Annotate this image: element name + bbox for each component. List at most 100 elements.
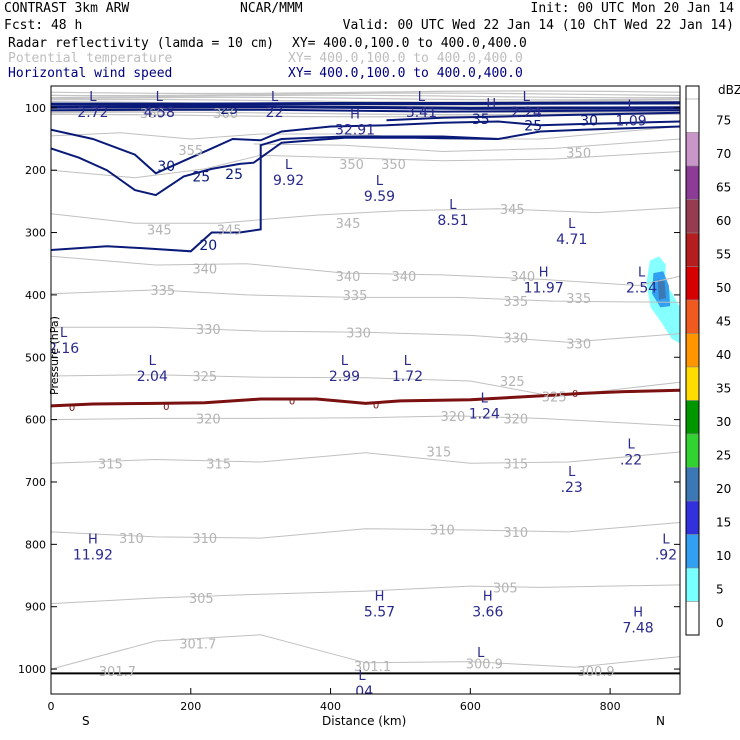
extremum-marker: L — [568, 217, 576, 232]
endpoint-south: S — [82, 714, 90, 728]
zero-contour-label: 0 — [69, 403, 75, 414]
y-tick-label: 800 — [25, 538, 46, 551]
theta-isentrope — [51, 98, 680, 103]
y-axis-label: Pressure (hPa) — [48, 316, 61, 395]
colorbar-swatch — [685, 400, 700, 435]
zero-contour-label: 0 — [289, 396, 295, 407]
fill-layer — [646, 256, 680, 344]
extremum-marker: L — [418, 90, 426, 105]
theta-label: 305 — [189, 592, 214, 607]
wind-label: 30 — [157, 159, 175, 175]
theta-label: 350 — [566, 147, 591, 162]
theta-label: 340 — [510, 270, 535, 285]
extremum-value: .92 — [655, 547, 677, 563]
wind-label: 25 — [524, 118, 542, 134]
colorbar-label: 0 — [716, 616, 724, 630]
theta-label: 301.1 — [354, 660, 391, 675]
theta-label: 335 — [150, 284, 175, 299]
extremum-marker: L — [638, 265, 646, 280]
theta-label: 320 — [196, 412, 221, 427]
extremum-value: 1.24 — [469, 406, 500, 422]
colorbar-swatch — [685, 165, 700, 200]
field-xy-reflectivity: XY= 400.0,100.0 to 400.0,400.0 — [292, 36, 527, 51]
wind-contour — [386, 111, 680, 122]
theta-label: 325 — [192, 370, 217, 385]
model-title: CONTRAST 3km ARW — [4, 1, 130, 16]
field-name-theta: Potential temperature — [8, 51, 173, 66]
field-xy-wind: XY= 400.0,100.0 to 400.0,400.0 — [288, 66, 523, 81]
colorbar-label: 10 — [716, 549, 731, 563]
y-tick-label: 100 — [25, 102, 46, 115]
zero-contour-label: 0 — [163, 402, 169, 413]
extremum-marker: H — [375, 590, 385, 605]
theta-label: 310 — [503, 526, 528, 541]
y-tick-label: 700 — [25, 476, 46, 489]
axes: Pressure (hPa) Distance (km) S N 0 200 400… — [18, 85, 681, 728]
theta-label: 315 — [426, 445, 451, 460]
colorbar-swatch — [685, 199, 700, 234]
plot-frame — [50, 85, 681, 695]
theta-label: 345 — [147, 223, 172, 238]
extremum-marker: L — [271, 90, 279, 105]
extremum-marker: L — [481, 391, 489, 406]
wind-label: 20 — [199, 238, 217, 254]
colorbar-label: 40 — [716, 348, 731, 362]
colorbar-swatch — [685, 467, 700, 502]
colorbar-label: 50 — [716, 281, 731, 295]
colorbar-swatch — [685, 366, 700, 401]
wind-label: 35 — [472, 112, 490, 128]
extremum-marker: L — [627, 98, 635, 113]
theta-label: 315 — [206, 457, 231, 472]
colorbar-swatch — [685, 433, 700, 468]
extremum-value: 5.57 — [364, 605, 395, 621]
extremum-value: 2.16 — [48, 341, 79, 357]
theta-contour — [51, 584, 680, 605]
theta-label: 310 — [119, 532, 144, 547]
extremum-marker: L — [662, 532, 670, 547]
theta-label: 330 — [346, 326, 371, 341]
header: CONTRAST 3km ARW NCAR/MMM Init: 00 UTC M… — [0, 0, 740, 84]
extremum-value: 4.71 — [556, 232, 587, 248]
colorbar-label: 25 — [716, 449, 731, 463]
zero-contour-label: 0 — [373, 401, 379, 412]
theta-label: 300.9 — [577, 665, 614, 680]
extremum-marker: L — [404, 354, 412, 369]
extremum-value: 11.92 — [73, 547, 113, 563]
extremum-value: 2.99 — [329, 369, 360, 385]
wind-contour — [51, 105, 680, 110]
colorbar-frame — [685, 85, 700, 636]
theta-contour — [253, 138, 680, 153]
colorbar-label: 60 — [716, 214, 731, 228]
colorbar-label: 65 — [716, 181, 731, 195]
extremum-value: .22 — [620, 453, 642, 469]
wind-label: 30 — [580, 113, 598, 129]
colorbar-swatch — [685, 601, 700, 636]
theta-label: 325 — [500, 375, 525, 390]
x-tick-label: 400 — [320, 700, 341, 713]
theta-label: 340 — [192, 263, 217, 278]
echo-20dbz — [657, 279, 666, 300]
extremum-value: 2.54 — [626, 280, 657, 296]
extremum-value: .04 — [351, 684, 373, 700]
theta-contour — [51, 151, 680, 179]
colorbar-label: 15 — [716, 516, 731, 530]
theta-contour — [51, 126, 680, 140]
theta-contour — [51, 289, 680, 303]
extremum-value: 3.66 — [472, 605, 503, 621]
y-tick-label: 900 — [25, 601, 46, 614]
x-tick-label: 600 — [460, 700, 481, 713]
y-tick-label: 600 — [25, 414, 46, 427]
x-tick-label: 800 — [600, 700, 621, 713]
theta-contour — [51, 522, 680, 539]
extremum-value: 2.72 — [77, 105, 108, 121]
theta-label: 345 — [336, 217, 361, 232]
extremum-marker: L — [627, 438, 635, 453]
init-time: Init: 00 UTC Mon 20 Jan 14 — [530, 1, 735, 16]
theta-label: 345 — [500, 203, 525, 218]
theta-label: 330 — [503, 331, 528, 346]
extremum-value: 9.92 — [273, 173, 304, 189]
theta-label: 320 — [503, 412, 528, 427]
theta-label: 345 — [217, 223, 242, 238]
wind-contour — [51, 120, 680, 175]
